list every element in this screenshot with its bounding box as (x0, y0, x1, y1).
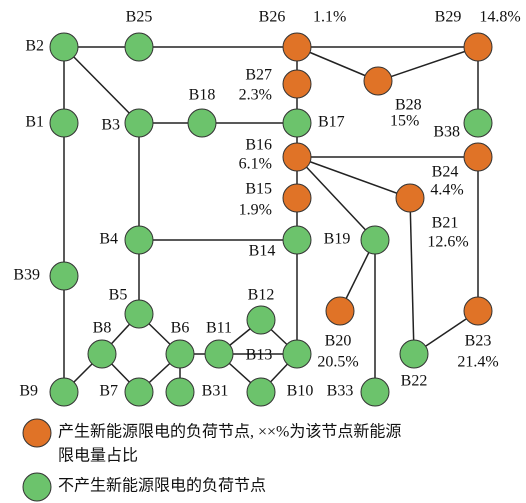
node-label: B2 (25, 38, 44, 55)
node-label: B25 (126, 9, 153, 26)
node-share: 1.9% (239, 202, 272, 219)
node-share: 4.4% (430, 182, 463, 199)
node (87, 339, 117, 369)
node (463, 142, 493, 172)
node-label: B26 (259, 9, 286, 26)
node-label: B7 (99, 383, 118, 400)
node-label: B18 (189, 87, 216, 104)
node-label: B13 (246, 347, 273, 364)
legend-text: 不产生新能源限电的负荷节点 (58, 477, 266, 495)
node-label: B31 (202, 383, 229, 400)
node-label: B1 (25, 114, 44, 131)
node-share: 15% (390, 113, 419, 130)
node-share: 14.8% (479, 9, 520, 26)
node-label: B33 (327, 383, 354, 400)
node-label: B27 (245, 67, 272, 84)
node-label: B16 (245, 137, 272, 154)
node (165, 339, 195, 369)
node-label: B12 (248, 287, 275, 304)
node-label: B23 (465, 333, 492, 350)
node (124, 377, 154, 407)
node-share: 12.6% (427, 234, 468, 251)
node-label: B9 (19, 383, 38, 400)
node (395, 183, 425, 213)
node-share: 1.1% (313, 9, 346, 26)
edge (296, 46, 379, 82)
node-label: B19 (324, 231, 351, 248)
node-label: B22 (401, 373, 428, 390)
node (399, 339, 429, 369)
node-label: B29 (435, 9, 462, 26)
legend-text: 限电量占比 (58, 447, 138, 465)
node (124, 32, 154, 62)
edge (296, 156, 376, 241)
node (187, 108, 217, 138)
node-label: B17 (318, 114, 345, 131)
node-label: B4 (99, 231, 118, 248)
node (246, 377, 276, 407)
edge (63, 46, 140, 124)
node (325, 296, 355, 326)
node-label: B28 (395, 97, 422, 114)
node (363, 66, 393, 96)
node (282, 339, 312, 369)
node (282, 142, 312, 172)
node (49, 108, 79, 138)
legend-text: 产生新能源限电的负荷节点, ××%为该节点新能源 (58, 423, 401, 441)
node-label: B10 (287, 383, 314, 400)
node (49, 32, 79, 62)
node (282, 225, 312, 255)
node-label: B21 (432, 215, 459, 232)
node-label: B24 (432, 164, 459, 181)
node (124, 108, 154, 138)
node-label: B39 (13, 267, 40, 284)
node (49, 261, 79, 291)
legend-swatch-normal (22, 472, 52, 502)
node (282, 69, 312, 99)
node-label: B20 (325, 333, 352, 350)
node (49, 377, 79, 407)
node (246, 305, 276, 335)
node (282, 32, 312, 62)
node (463, 32, 493, 62)
node-label: B8 (93, 320, 112, 337)
node (360, 377, 390, 407)
edge (409, 197, 415, 355)
node (124, 225, 154, 255)
node-share: 2.3% (239, 87, 272, 104)
node (282, 183, 312, 213)
node-label: B38 (433, 124, 460, 141)
node-label: B6 (171, 320, 190, 337)
node-label: B3 (101, 117, 120, 134)
node (463, 296, 493, 326)
node (124, 299, 154, 329)
node (360, 225, 390, 255)
node (282, 108, 312, 138)
node (204, 339, 234, 369)
node (165, 377, 195, 407)
node (463, 108, 493, 138)
legend-swatch-curtailed (22, 418, 52, 448)
node-share: 21.4% (457, 354, 498, 371)
node-share: 6.1% (239, 156, 272, 173)
node-label: B15 (245, 181, 272, 198)
node-label: B11 (206, 320, 232, 337)
node-label: B14 (249, 243, 276, 260)
node-label: B5 (109, 287, 128, 304)
edge (377, 46, 479, 82)
node-share: 20.5% (317, 354, 358, 371)
edge (296, 156, 411, 199)
